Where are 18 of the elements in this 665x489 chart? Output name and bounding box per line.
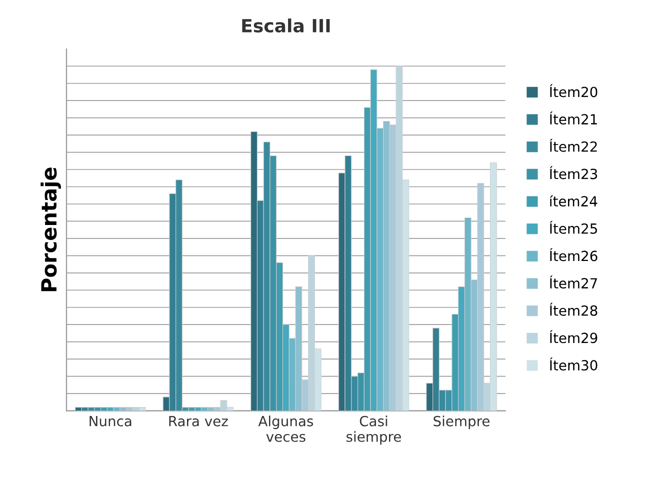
legend-label: Ítem26 [550,248,598,262]
legend-label: Ítem25 [550,220,597,234]
legend-label: ítem24 [550,195,598,207]
chart-title: Escala III [242,18,330,32]
legend-label: Ítem29 [550,330,598,344]
x-tick-label: Nunca [90,416,132,426]
x-tick-label: Siempre [434,416,490,430]
x-tick-label: Algunas veces [258,416,314,442]
legend-label: Ítem27 [550,275,598,289]
legend-label: Ítem21 [550,111,597,125]
legend-label: Ítem28 [550,302,598,316]
x-tick-label: Casi siempre [346,416,401,445]
legend-label: Ítem23 [550,166,598,180]
legend-label: Ítem22 [550,138,597,152]
y-axis-title: Porcentaje [40,168,61,292]
x-tick-label: Rara vez [169,416,228,426]
legend-label: Ítem30 [550,357,598,371]
legend-label: Ítem20 [550,84,598,98]
